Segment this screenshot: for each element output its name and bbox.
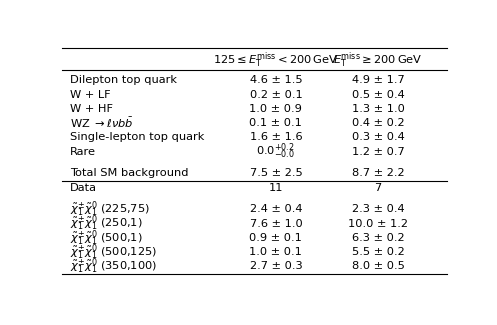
Text: 1.0 ± 0.1: 1.0 ± 0.1 xyxy=(249,247,302,257)
Text: Single-lepton top quark: Single-lepton top quark xyxy=(70,132,204,142)
Text: 1.3 ± 1.0: 1.3 ± 1.0 xyxy=(351,104,405,114)
Text: $\tilde{\chi}_1^{\pm}\tilde{\chi}_1^{0}$ (250,1): $\tilde{\chi}_1^{\pm}\tilde{\chi}_1^{0}$… xyxy=(70,214,143,233)
Text: 5.5 ± 0.2: 5.5 ± 0.2 xyxy=(351,247,405,257)
Text: 0.9 ± 0.1: 0.9 ± 0.1 xyxy=(249,233,302,243)
Text: 10.0 ± 1.2: 10.0 ± 1.2 xyxy=(348,219,408,229)
Text: 1.2 ± 0.7: 1.2 ± 0.7 xyxy=(351,147,405,157)
Text: 1.0 ± 0.9: 1.0 ± 0.9 xyxy=(249,104,302,114)
Text: $E_{\mathrm{T}}^{\mathrm{miss}} \geq 200\,\mathrm{GeV}$: $E_{\mathrm{T}}^{\mathrm{miss}} \geq 200… xyxy=(333,50,423,70)
Text: $\tilde{\chi}_1^{\pm}\tilde{\chi}_1^{0}$ (500,1): $\tilde{\chi}_1^{\pm}\tilde{\chi}_1^{0}$… xyxy=(70,228,143,248)
Text: $\tilde{\chi}_1^{\pm}\tilde{\chi}_1^{0}$ (225,75): $\tilde{\chi}_1^{\pm}\tilde{\chi}_1^{0}$… xyxy=(70,200,150,219)
Text: 7.5 ± 2.5: 7.5 ± 2.5 xyxy=(249,168,302,178)
Text: 8.0 ± 0.5: 8.0 ± 0.5 xyxy=(351,262,405,271)
Text: 0.5 ± 0.4: 0.5 ± 0.4 xyxy=(351,90,405,99)
Text: $0.0^{+0.2}_{-0.0}$: $0.0^{+0.2}_{-0.0}$ xyxy=(256,142,295,162)
Text: 6.3 ± 0.2: 6.3 ± 0.2 xyxy=(352,233,404,243)
Text: $125 \leq E_{\mathrm{T}}^{\mathrm{miss}} < 200\,\mathrm{GeV}$: $125 \leq E_{\mathrm{T}}^{\mathrm{miss}}… xyxy=(213,50,338,70)
Text: 0.1 ± 0.1: 0.1 ± 0.1 xyxy=(249,118,302,128)
Text: 0.4 ± 0.2: 0.4 ± 0.2 xyxy=(352,118,404,128)
Text: 8.7 ± 2.2: 8.7 ± 2.2 xyxy=(352,168,404,178)
Text: Total SM background: Total SM background xyxy=(70,168,188,178)
Text: 2.4 ± 0.4: 2.4 ± 0.4 xyxy=(249,204,302,215)
Text: $\tilde{\chi}_1^{\pm}\tilde{\chi}_1^{0}$ (350,100): $\tilde{\chi}_1^{\pm}\tilde{\chi}_1^{0}$… xyxy=(70,257,157,276)
Text: 2.3 ± 0.4: 2.3 ± 0.4 xyxy=(352,204,404,215)
Text: 0.3 ± 0.4: 0.3 ± 0.4 xyxy=(351,132,405,142)
Text: 7.6 ± 1.0: 7.6 ± 1.0 xyxy=(249,219,302,229)
Text: $\tilde{\chi}_1^{\pm}\tilde{\chi}_1^{0}$ (500,125): $\tilde{\chi}_1^{\pm}\tilde{\chi}_1^{0}$… xyxy=(70,242,157,262)
Text: 4.6 ± 1.5: 4.6 ± 1.5 xyxy=(249,75,302,85)
Text: Dilepton top quark: Dilepton top quark xyxy=(70,75,177,85)
Text: 4.9 ± 1.7: 4.9 ± 1.7 xyxy=(351,75,405,85)
Text: 2.7 ± 0.3: 2.7 ± 0.3 xyxy=(249,262,302,271)
Text: 11: 11 xyxy=(269,183,283,193)
Text: 1.6 ± 1.6: 1.6 ± 1.6 xyxy=(249,132,302,142)
Text: 0.2 ± 0.1: 0.2 ± 0.1 xyxy=(249,90,302,99)
Text: Rare: Rare xyxy=(70,147,96,157)
Text: Data: Data xyxy=(70,183,97,193)
Text: W + LF: W + LF xyxy=(70,90,110,99)
Text: WZ $\rightarrow \ell\nu b\bar{b}$: WZ $\rightarrow \ell\nu b\bar{b}$ xyxy=(70,116,133,130)
Text: 7: 7 xyxy=(374,183,382,193)
Text: W + HF: W + HF xyxy=(70,104,113,114)
